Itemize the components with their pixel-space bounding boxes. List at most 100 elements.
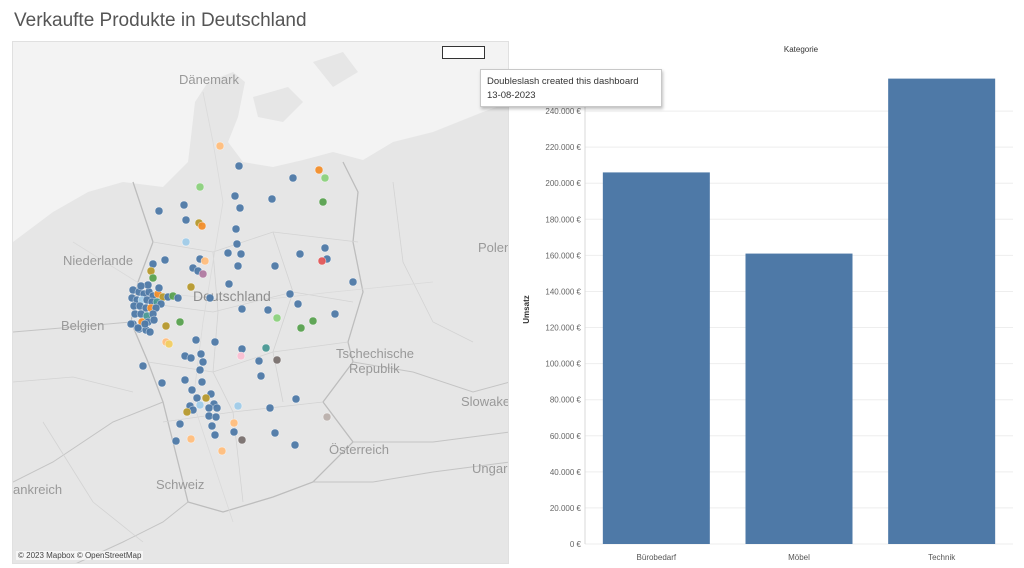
map-marker[interactable]	[154, 283, 164, 293]
map-marker[interactable]	[272, 355, 282, 365]
map-marker[interactable]	[229, 427, 239, 437]
map-marker[interactable]	[192, 393, 202, 403]
map-marker[interactable]	[291, 394, 301, 404]
map-marker[interactable]	[149, 315, 159, 325]
map-marker[interactable]	[198, 357, 208, 367]
map-marker[interactable]	[175, 419, 185, 429]
map-view[interactable]: Dänemark Niederlande Deutschland Belgien…	[12, 41, 509, 564]
map-marker[interactable]	[148, 259, 158, 269]
map-marker[interactable]	[237, 344, 247, 354]
map-marker[interactable]	[314, 165, 324, 175]
map-marker[interactable]	[164, 339, 174, 349]
map-marker[interactable]	[295, 249, 305, 259]
map-marker[interactable]	[200, 256, 210, 266]
map-marker[interactable]	[148, 273, 158, 283]
map-marker[interactable]	[210, 430, 220, 440]
map-marker[interactable]	[181, 215, 191, 225]
map-marker[interactable]	[210, 337, 220, 347]
map-marker[interactable]	[224, 279, 234, 289]
map-marker[interactable]	[237, 435, 247, 445]
map-marker[interactable]	[187, 385, 197, 395]
map-marker[interactable]	[270, 428, 280, 438]
map-marker[interactable]	[308, 316, 318, 326]
map-marker[interactable]	[290, 440, 300, 450]
map-marker[interactable]	[205, 293, 215, 303]
map-marker[interactable]	[146, 266, 156, 276]
map-marker[interactable]	[186, 282, 196, 292]
map-marker[interactable]	[254, 356, 264, 366]
map-marker[interactable]	[171, 436, 181, 446]
map-marker[interactable]	[272, 313, 282, 323]
map-marker[interactable]	[265, 403, 275, 413]
map-marker[interactable]	[230, 191, 240, 201]
map-marker[interactable]	[197, 377, 207, 387]
map-marker[interactable]	[207, 421, 217, 431]
map-marker[interactable]	[181, 237, 191, 247]
map-marker[interactable]	[348, 277, 358, 287]
map-marker[interactable]	[296, 323, 306, 333]
map-marker[interactable]	[320, 173, 330, 183]
map-marker[interactable]	[233, 261, 243, 271]
map-marker[interactable]	[196, 349, 206, 359]
map-marker[interactable]	[197, 221, 207, 231]
map-marker[interactable]	[256, 371, 266, 381]
map-marker[interactable]	[285, 289, 295, 299]
map-marker[interactable]	[160, 255, 170, 265]
map-marker[interactable]	[201, 393, 211, 403]
map-marker[interactable]	[195, 400, 205, 410]
map-marker[interactable]	[229, 418, 239, 428]
map-marker[interactable]	[133, 323, 143, 333]
map-marker[interactable]	[186, 353, 196, 363]
map-marker[interactable]	[126, 319, 136, 329]
map-attribution[interactable]: © 2023 Mapbox © OpenStreetMap	[16, 551, 144, 560]
map-marker[interactable]	[179, 200, 189, 210]
map-marker[interactable]	[180, 375, 190, 385]
map-marker[interactable]	[236, 351, 246, 361]
map-marker[interactable]	[231, 224, 241, 234]
map-marker[interactable]	[215, 141, 225, 151]
map-marker[interactable]	[145, 327, 155, 337]
map-marker[interactable]	[293, 299, 303, 309]
map-marker[interactable]	[140, 319, 150, 329]
map-marker[interactable]	[320, 243, 330, 253]
map-marker[interactable]	[233, 401, 243, 411]
map-marker[interactable]	[267, 194, 277, 204]
map-marker[interactable]	[161, 321, 171, 331]
map-marker[interactable]	[270, 261, 280, 271]
map-marker[interactable]	[157, 378, 167, 388]
map-marker[interactable]	[288, 173, 298, 183]
map-marker[interactable]	[317, 256, 327, 266]
map-marker[interactable]	[223, 248, 233, 258]
map-marker[interactable]	[237, 304, 247, 314]
map-marker[interactable]	[198, 269, 208, 279]
map-marker[interactable]	[182, 407, 192, 417]
bar-2[interactable]	[745, 253, 853, 545]
map-marker[interactable]	[175, 317, 185, 327]
map-marker[interactable]	[204, 411, 214, 421]
map-marker[interactable]	[138, 361, 148, 371]
map-marker[interactable]	[235, 203, 245, 213]
map-marker[interactable]	[263, 305, 273, 315]
map-marker[interactable]	[217, 446, 227, 456]
map-marker[interactable]	[195, 182, 205, 192]
map-marker[interactable]	[173, 293, 183, 303]
map-marker[interactable]	[236, 249, 246, 259]
map-marker[interactable]	[322, 412, 332, 422]
map-selection-box[interactable]	[442, 46, 485, 59]
map-marker[interactable]	[234, 161, 244, 171]
map-marker[interactable]	[212, 403, 222, 413]
map-marker[interactable]	[154, 206, 164, 216]
map-marker[interactable]	[261, 343, 271, 353]
map-marker[interactable]	[330, 309, 340, 319]
map-marker[interactable]	[195, 365, 205, 375]
map-marker[interactable]	[232, 239, 242, 249]
bar-1[interactable]	[602, 172, 710, 544]
map-markers[interactable]	[13, 42, 509, 564]
map-marker[interactable]	[186, 434, 196, 444]
map-marker[interactable]	[143, 280, 153, 290]
map-marker[interactable]	[136, 281, 146, 291]
map-marker[interactable]	[211, 412, 221, 422]
map-marker[interactable]	[204, 403, 214, 413]
map-marker[interactable]	[191, 335, 201, 345]
bar-3[interactable]	[888, 78, 996, 544]
